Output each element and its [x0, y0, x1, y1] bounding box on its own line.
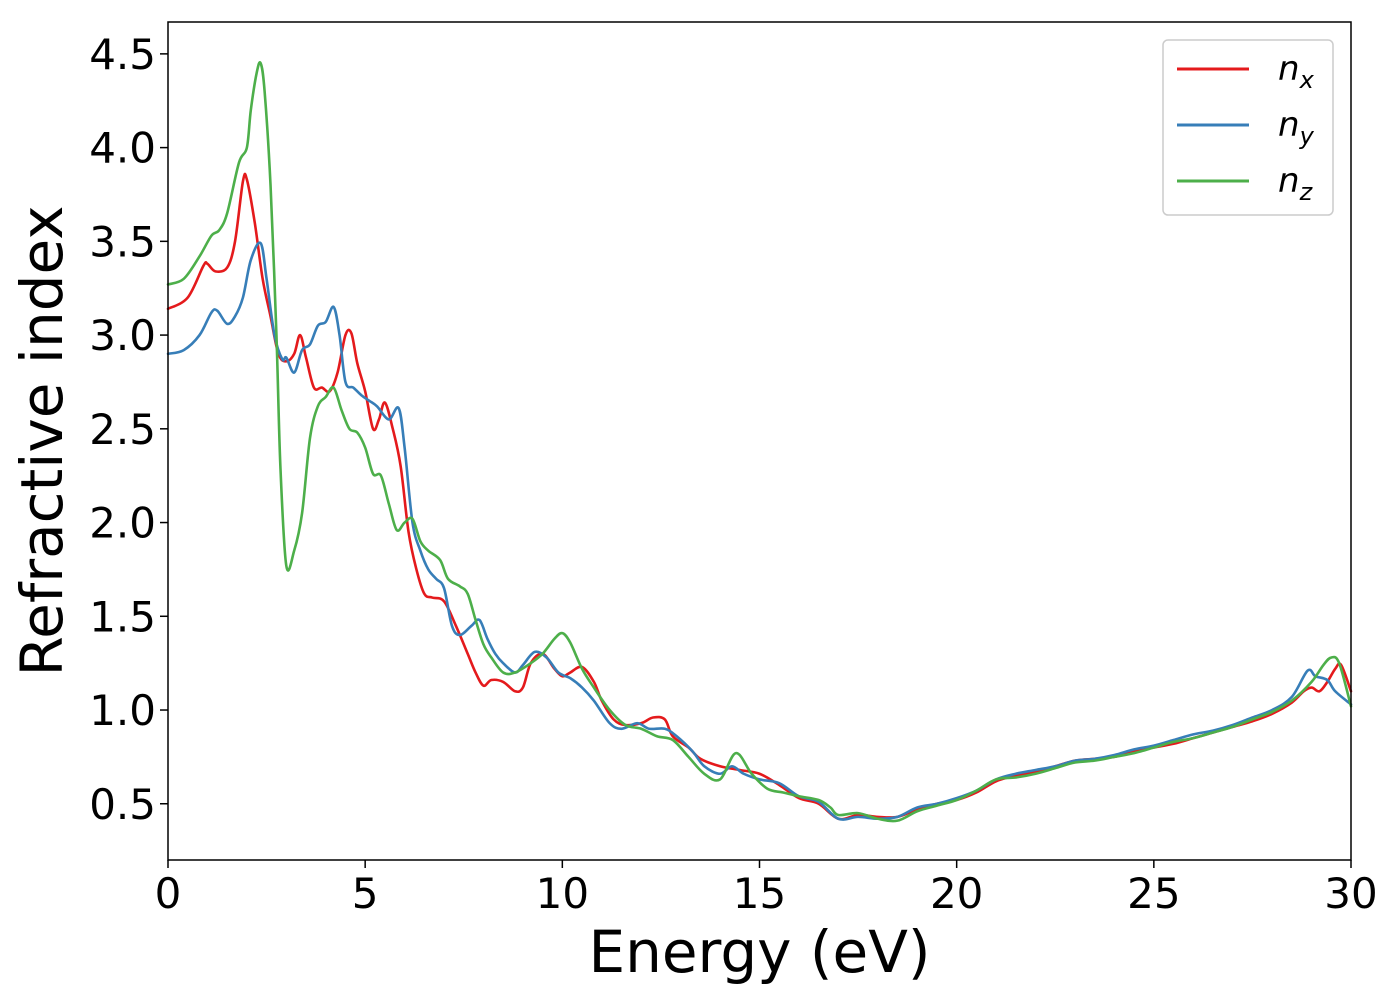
x-tick-label: 5: [352, 869, 379, 918]
x-axis-title: Energy (eV): [588, 918, 930, 986]
y-axis-title: Refractive index: [8, 205, 76, 676]
x-tick-label: 0: [155, 869, 182, 918]
y-tick-label: 0.5: [89, 780, 156, 829]
legend-label-nz: nz: [1278, 161, 1314, 206]
x-tick-label: 30: [1324, 869, 1377, 918]
y-tick-label: 1.5: [89, 592, 156, 641]
y-tick-label: 4.5: [89, 30, 156, 79]
plot-background: [168, 22, 1351, 860]
y-tick-label: 4.0: [89, 124, 156, 173]
y-tick-label: 1.0: [89, 686, 156, 735]
legend-label-ny: ny: [1278, 105, 1315, 150]
y-tick-label: 2.0: [89, 499, 156, 548]
series-layer: [166, 60, 1353, 823]
y-axis: 0.5 1.0 1.5 2.0 2.5 3.0 3.5 4.0 4.5: [89, 30, 168, 829]
x-tick-label: 10: [536, 869, 589, 918]
legend-label-nx: nx: [1278, 49, 1315, 94]
legend-box: [1162, 39, 1334, 216]
y-tick-label: 2.5: [89, 405, 156, 454]
series-line-ny: [166, 241, 1353, 821]
series-line-nz: [166, 60, 1353, 823]
y-tick-label: 3.5: [89, 217, 156, 266]
x-axis: 0 5 10 15 20 25 30: [155, 860, 1378, 918]
x-tick-label: 15: [733, 869, 786, 918]
x-tick-label: 20: [930, 869, 983, 918]
legend: nx ny nz: [1162, 39, 1334, 216]
x-tick-label: 25: [1127, 869, 1180, 918]
y-tick-label: 3.0: [89, 311, 156, 360]
